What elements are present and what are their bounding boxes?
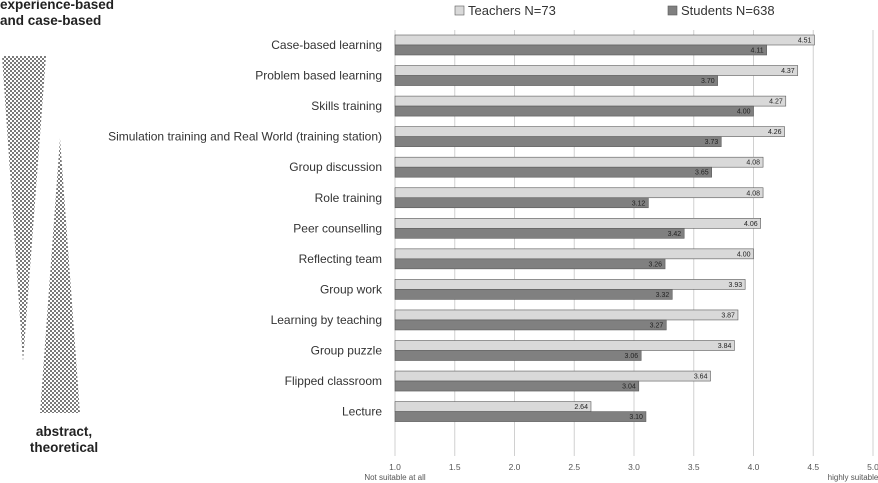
bar-students bbox=[394, 380, 640, 392]
data-label-students: 3.70 bbox=[701, 78, 715, 85]
side-label-top-line: experience-based bbox=[0, 0, 115, 12]
category-label: Lecture bbox=[342, 405, 382, 419]
data-label-students: 3.42 bbox=[668, 231, 682, 238]
data-label-teachers: 4.08 bbox=[746, 190, 760, 197]
x-tick-label: 5.0 bbox=[867, 462, 878, 472]
bar-teachers bbox=[394, 340, 735, 351]
x-tick-label: 2.0 bbox=[509, 462, 521, 472]
data-label-teachers: 2.64 bbox=[574, 404, 588, 411]
bar-teachers bbox=[394, 95, 787, 107]
bar-students bbox=[394, 258, 666, 270]
category-label: Flipped classroom bbox=[285, 374, 382, 388]
bar-teachers bbox=[394, 65, 799, 76]
bar-teachers bbox=[394, 218, 761, 229]
side-label-top: experience-based and case-based bbox=[0, 0, 114, 29]
side-label-bottom: abstract, theoretical bbox=[0, 424, 128, 456]
bar-students bbox=[394, 136, 722, 147]
bar-students bbox=[394, 289, 673, 300]
category-label: Skills training bbox=[311, 99, 382, 113]
legend-label: Students N=638 bbox=[681, 3, 775, 18]
bar-students bbox=[394, 166, 712, 178]
category-label: Group discussion bbox=[289, 160, 382, 174]
data-label-teachers: 4.06 bbox=[744, 221, 758, 228]
data-label-students: 3.73 bbox=[705, 139, 719, 146]
side-label-top-line: and case-based bbox=[0, 13, 102, 28]
bar-teachers bbox=[394, 34, 815, 46]
legend-label: Teachers N=73 bbox=[468, 3, 556, 18]
data-label-students: 3.04 bbox=[622, 384, 636, 391]
x-tick-label: 4.0 bbox=[748, 462, 760, 472]
x-tick-label: 2.5 bbox=[568, 462, 580, 472]
bar-teachers bbox=[394, 401, 592, 412]
data-label-students: 3.32 bbox=[656, 292, 670, 299]
category-label: Role training bbox=[315, 191, 382, 205]
category-label: Problem based learning bbox=[255, 69, 382, 83]
data-label-teachers: 4.37 bbox=[781, 68, 795, 75]
data-label-students: 3.10 bbox=[629, 414, 643, 421]
category-label: Group work bbox=[320, 282, 383, 296]
data-label-students: 3.12 bbox=[632, 200, 646, 207]
bar-teachers bbox=[394, 187, 764, 199]
data-label-teachers: 4.26 bbox=[768, 129, 782, 136]
bar-students bbox=[394, 105, 754, 117]
bar-students bbox=[394, 350, 642, 361]
category-label: Group puzzle bbox=[311, 344, 383, 358]
x-tick-label: 1.0 bbox=[389, 462, 401, 472]
x-tick-label: 1.5 bbox=[449, 462, 461, 472]
bar-students bbox=[394, 197, 649, 209]
category-label: Learning by teaching bbox=[271, 313, 382, 327]
bar-teachers bbox=[394, 279, 746, 290]
data-label-teachers: 3.87 bbox=[721, 312, 735, 319]
category-label: Simulation training and Real World (trai… bbox=[108, 130, 382, 144]
category-label: Reflecting team bbox=[299, 252, 382, 266]
data-label-teachers: 4.51 bbox=[798, 38, 812, 45]
category-label: Peer counselling bbox=[293, 221, 382, 235]
bar-teachers bbox=[394, 248, 754, 260]
data-label-students: 4.11 bbox=[751, 48, 764, 55]
data-label-students: 3.65 bbox=[695, 170, 709, 177]
bar-students bbox=[394, 319, 667, 331]
x-min-label: Not suitable at all bbox=[364, 473, 426, 482]
data-label-teachers: 4.08 bbox=[746, 160, 760, 167]
bar-students bbox=[394, 228, 685, 239]
data-label-teachers: 4.00 bbox=[737, 251, 751, 258]
descending-triangle bbox=[2, 56, 46, 362]
data-label-teachers: 3.93 bbox=[729, 282, 743, 289]
data-label-students: 4.00 bbox=[737, 109, 751, 116]
bar-teachers bbox=[394, 156, 764, 168]
bar-teachers bbox=[394, 309, 739, 321]
bar-students bbox=[394, 75, 718, 86]
bar-students bbox=[394, 44, 767, 56]
bar-students bbox=[394, 411, 647, 422]
data-label-teachers: 4.27 bbox=[769, 99, 783, 106]
x-tick-label: 4.5 bbox=[807, 462, 819, 472]
data-label-students: 3.27 bbox=[650, 322, 664, 329]
side-label-bottom-line: abstract, bbox=[35, 424, 93, 439]
data-label-students: 3.26 bbox=[648, 261, 662, 268]
legend-swatch bbox=[454, 5, 465, 16]
x-max-label: highly suitable bbox=[828, 473, 878, 482]
category-label: Case-based learning bbox=[271, 38, 382, 52]
x-tick-label: 3.5 bbox=[688, 462, 700, 472]
bar-teachers bbox=[394, 126, 785, 137]
legend-swatch bbox=[667, 5, 678, 16]
data-label-teachers: 3.84 bbox=[718, 343, 732, 350]
x-tick-label: 3.0 bbox=[628, 462, 640, 472]
bar-teachers bbox=[394, 370, 711, 382]
data-label-students: 3.06 bbox=[625, 353, 639, 360]
ascending-triangle bbox=[40, 138, 80, 413]
data-label-teachers: 3.64 bbox=[694, 374, 708, 381]
side-label-bottom-line: theoretical bbox=[29, 440, 99, 455]
